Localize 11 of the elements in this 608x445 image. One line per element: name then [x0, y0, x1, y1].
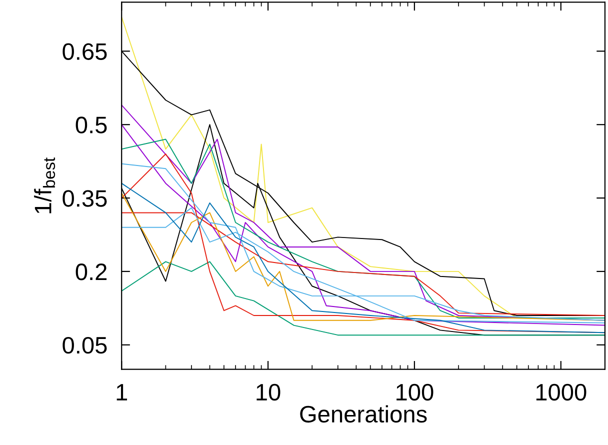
x-tick-label: 10 [256, 384, 280, 401]
x-tick-label: 100 [396, 384, 434, 401]
y-tick-label: 0.35 [62, 190, 107, 207]
x-axis-title: Generations [300, 405, 427, 423]
y-tick-label: 0.05 [62, 336, 107, 354]
y-tick-label: 0.2 [76, 264, 107, 280]
x-tick-label: 1 [116, 384, 128, 400]
y-tick-label: 0.5 [76, 116, 107, 134]
y-tick-label: 0.65 [62, 43, 107, 60]
y-axis-title: 1/f$_{best}$ [34, 157, 56, 214]
x-tick-label: 1000 [536, 384, 586, 401]
